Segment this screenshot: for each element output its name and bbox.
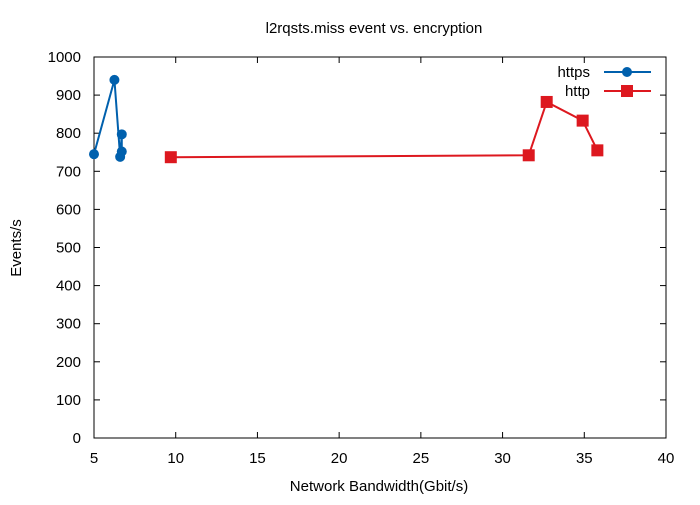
legend-label-https: https xyxy=(557,64,590,81)
y-tick-label: 200 xyxy=(56,354,81,371)
data-point-http xyxy=(540,95,553,108)
x-tick-label: 30 xyxy=(494,450,511,467)
x-tick-label: 35 xyxy=(576,450,593,467)
x-tick-label: 25 xyxy=(413,450,430,467)
y-tick-label: 0 xyxy=(73,430,81,447)
series-https xyxy=(89,74,127,162)
y-tick-label: 300 xyxy=(56,316,81,333)
y-tick-label: 700 xyxy=(56,163,81,180)
data-point-http xyxy=(591,144,604,157)
y-tick-label: 600 xyxy=(56,201,81,218)
x-tick-label: 20 xyxy=(331,450,348,467)
axis-ticks: 5 10 15 20 25 30 35 400100200300400500600700800… xyxy=(48,49,675,467)
y-tick-label: 100 xyxy=(56,392,81,409)
legend-marker-https xyxy=(622,67,632,77)
x-tick-label: 15 xyxy=(249,450,266,467)
series-layer xyxy=(89,74,604,164)
y-axis-label: Events/s xyxy=(8,219,25,277)
x-tick-label: 40 xyxy=(658,450,675,467)
data-point-https xyxy=(109,74,120,85)
x-tick-label: 10 xyxy=(167,450,184,467)
y-tick-label: 800 xyxy=(56,125,81,142)
legend-label-http: http xyxy=(565,83,590,100)
data-point-http xyxy=(164,151,177,164)
series-line-https xyxy=(93,79,123,157)
y-tick-label: 400 xyxy=(56,278,81,295)
series-line-http xyxy=(170,100,599,159)
x-axis-label: Network Bandwidth(Gbit/s) xyxy=(290,478,468,495)
chart-title: l2rqsts.miss event vs. encryption xyxy=(266,20,483,37)
data-point-http xyxy=(522,149,535,162)
legend-marker-http xyxy=(621,85,633,97)
data-point-https xyxy=(116,129,127,140)
y-tick-label: 1000 xyxy=(48,49,81,66)
x-tick-label: 5 xyxy=(90,450,98,467)
data-point-https xyxy=(116,146,127,157)
plot-frame xyxy=(93,56,667,439)
legend: https http xyxy=(557,64,651,100)
y-tick-label: 500 xyxy=(56,240,81,257)
data-point-https xyxy=(89,149,99,160)
y-tick-label: 900 xyxy=(56,87,81,104)
data-point-http xyxy=(576,114,589,127)
series-http xyxy=(164,95,604,164)
